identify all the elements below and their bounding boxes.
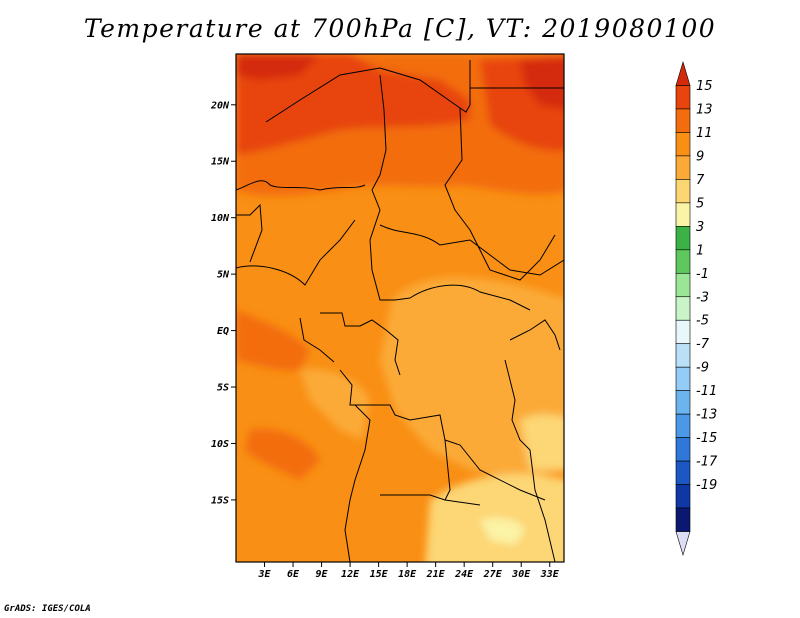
border-zambia (444, 439, 546, 501)
coast-angola (344, 404, 371, 562)
colorbar-level-label: 15 (696, 79, 713, 94)
colorbar-swatch (675, 202, 691, 227)
border-gabon-north (320, 312, 360, 327)
colorbar-level-label: 3 (696, 220, 704, 235)
grads-credit: GrADS: IGES/COLA (4, 604, 91, 614)
field-3-5-spot (480, 518, 525, 545)
colorbar-swatch (675, 85, 691, 110)
border-libya-sudan (459, 60, 471, 113)
colorbar-swatch (675, 437, 691, 462)
colorbar-level-label: 5 (696, 196, 704, 211)
lat-tick-label: EQ (217, 326, 229, 337)
lon-tick-label: 27E (483, 569, 503, 580)
colorbar-level-label: -11 (696, 384, 717, 399)
colorbar-level-label: 7 (696, 173, 705, 188)
colorbar-level-label: 9 (696, 149, 704, 164)
colorbar-level-label: -13 (696, 408, 717, 423)
colorbar-swatch (675, 272, 691, 298)
lon-tick-label: 30E (511, 569, 531, 580)
field-7-9-west (300, 369, 370, 440)
colorbar-level-label: -3 (696, 290, 709, 305)
colorbar-level-label: 1 (696, 243, 704, 258)
colorbar-swatch (675, 460, 691, 485)
border-rift (504, 359, 556, 562)
colorbar-swatch (675, 343, 691, 368)
colorbar-swatch (675, 366, 691, 391)
border-sudan (444, 107, 556, 281)
country-borders (236, 60, 564, 562)
colorbar-swatch (675, 226, 691, 251)
colorbar-swatch (675, 179, 691, 204)
colorbar-level-label: -19 (696, 478, 717, 493)
border-sahara (265, 67, 461, 123)
border-chad-niger (371, 74, 387, 191)
colorbar-level-label: -15 (696, 431, 717, 446)
lat-tick-label: 15S (211, 495, 229, 506)
border-south-sudan (469, 239, 564, 276)
border-nigeria (236, 219, 356, 286)
field-7-9-central (380, 277, 564, 480)
colorbar-level-label: -1 (696, 267, 709, 282)
lon-tick-label: 18E (398, 569, 417, 580)
coast-gulf (299, 317, 335, 363)
lon-tick-label: 33E (540, 569, 560, 580)
lon-tick-label: 24E (454, 569, 474, 580)
colorbar-bottom-triangle (675, 531, 691, 557)
field-5-7-plateau (425, 473, 564, 562)
field-13-15-sahara-west (236, 54, 470, 155)
colorbar-level-label: -17 (696, 455, 718, 470)
colorbar-level-label: -7 (696, 337, 710, 352)
colorbar-swatch (675, 413, 691, 438)
field-11-13-gulf (236, 310, 310, 371)
lake-victoria (509, 319, 561, 351)
border-car-south (394, 284, 531, 311)
colorbar-swatch (675, 296, 691, 321)
chart-title: Temperature at 700hPa [C], VT: 201908010… (83, 14, 717, 43)
map-frame (235, 53, 565, 563)
colorbar-swatch (675, 155, 691, 180)
colorbar-level-label: 13 (696, 102, 713, 117)
colorbar-level-label: 11 (696, 126, 713, 141)
border-chad-car (369, 189, 395, 301)
lat-tick-label: 5S (217, 383, 229, 394)
colorbar-swatch (675, 507, 691, 532)
field-15-plus-northwest (236, 54, 320, 80)
lon-tick-label: 6E (287, 569, 300, 580)
lon-tick-label: 12E (341, 569, 360, 580)
colorbar-level-label: -9 (696, 361, 709, 376)
border-angola-namibia (380, 494, 481, 506)
lat-tick-label: 10N (211, 213, 230, 224)
border-congo (359, 319, 401, 376)
lon-tick-label: 3E (257, 569, 271, 580)
border-sahel-west (236, 180, 366, 191)
lat-tick-label: 20N (210, 100, 230, 111)
lat-tick-label: 10S (211, 439, 229, 450)
colorbar-swatch (675, 390, 691, 415)
colorbar-level-label: -5 (696, 314, 709, 329)
colorbar-swatch (675, 319, 691, 345)
lat-tick-label: 5N (217, 270, 230, 281)
latitude-axis: 20N 15N 10N 5N EQ 5S 10S 15S (210, 100, 236, 506)
colorbar: 15 13 11 9 7 5 3 1 -1 -3 -5 -7 -9 -11 -13 -15 -17 -19 (675, 60, 718, 557)
lat-tick-label: 15N (211, 157, 230, 168)
colorbar-swatch (675, 249, 691, 274)
field-11-13-angola (245, 429, 320, 480)
border-benin (236, 203, 263, 263)
border-drc-angola (339, 369, 451, 501)
border-car-north (379, 224, 471, 246)
lon-tick-label: 21E (426, 569, 446, 580)
lon-tick-label: 15E (370, 569, 389, 580)
colorbar-swatch (675, 108, 691, 133)
temperature-field (236, 54, 564, 562)
colorbar-swatch (675, 132, 691, 157)
colorbar-swatch (675, 484, 691, 509)
lon-tick-label: 9E (316, 569, 329, 580)
field-15-plus-northeast (520, 58, 564, 109)
colorbar-top-triangle (675, 60, 691, 86)
longitude-axis: 3E 6E 9E 12E 15E 18E 21E 24E 27E 30E 33E (257, 562, 560, 580)
